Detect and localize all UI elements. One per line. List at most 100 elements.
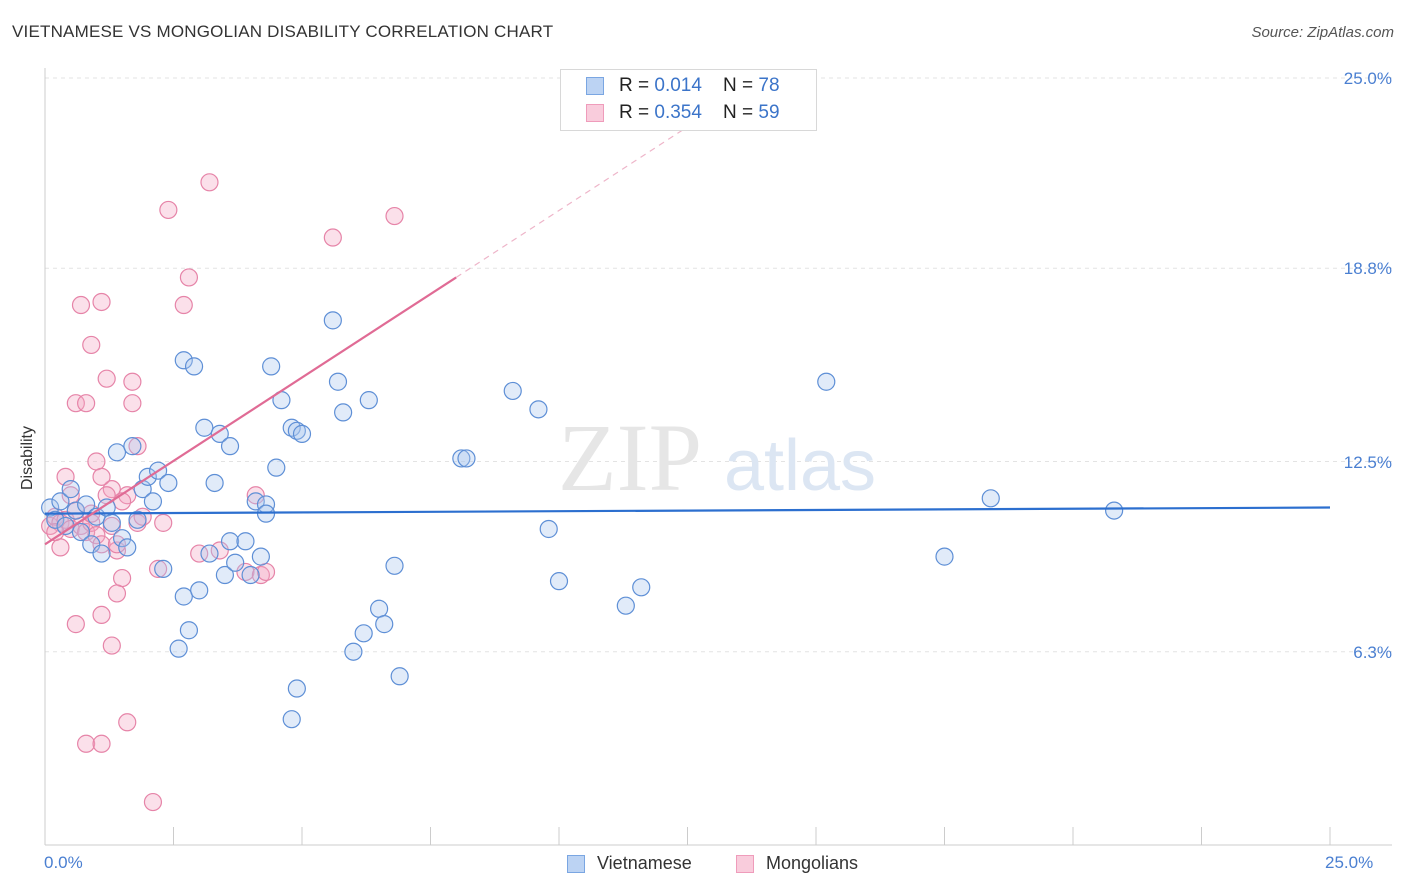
data-point xyxy=(267,458,286,477)
data-point xyxy=(457,449,476,468)
data-point xyxy=(92,535,111,554)
data-point xyxy=(287,421,306,440)
data-point xyxy=(51,538,70,557)
watermark-atlas: atlas xyxy=(724,426,876,506)
data-point xyxy=(71,522,91,542)
data-point xyxy=(241,565,260,585)
data-point xyxy=(190,544,209,563)
data-point xyxy=(71,295,91,315)
data-point xyxy=(123,437,142,456)
data-point xyxy=(226,553,245,572)
chart-title: VIETNAMESE VS MONGOLIAN DISABILITY CORRE… xyxy=(12,22,554,41)
data-point xyxy=(92,544,111,563)
legend-r-value: 0.354 xyxy=(654,102,702,123)
trend-line-vietnamese xyxy=(44,506,1331,515)
data-point xyxy=(334,403,353,422)
data-point xyxy=(123,394,142,413)
data-point xyxy=(205,473,224,493)
y-tick-label: 12.5% xyxy=(1343,452,1392,472)
data-point xyxy=(246,492,265,511)
data-point xyxy=(292,424,312,443)
data-point xyxy=(66,501,85,520)
data-point xyxy=(195,418,214,437)
data-point xyxy=(256,562,276,582)
legend-item-mongolians: Mongolians xyxy=(736,853,858,874)
data-point xyxy=(375,615,394,634)
x-tick-label: 0.0% xyxy=(44,853,83,872)
legend-n-value: 59 xyxy=(758,102,780,123)
data-point xyxy=(87,526,106,545)
data-point xyxy=(61,480,80,499)
data-point xyxy=(359,391,378,410)
legend-n-label: N = xyxy=(723,102,759,123)
data-point xyxy=(97,369,116,388)
data-point xyxy=(179,268,199,287)
legend-r-label: R = xyxy=(619,102,655,123)
data-point xyxy=(370,599,389,618)
data-point xyxy=(143,492,163,511)
data-point xyxy=(77,394,96,413)
legend-swatch-pink xyxy=(736,854,754,873)
data-point xyxy=(215,565,234,585)
data-point xyxy=(92,605,111,625)
data-point xyxy=(154,559,173,578)
data-point xyxy=(236,562,255,582)
watermark-zip: ZIP xyxy=(558,404,702,511)
data-point xyxy=(935,547,954,566)
data-point xyxy=(354,624,373,643)
data-point xyxy=(503,381,522,401)
y-tick-label: 6.3% xyxy=(1353,642,1392,662)
y-tick-label: 18.8% xyxy=(1343,259,1392,279)
data-point xyxy=(616,596,635,615)
data-point xyxy=(220,437,240,456)
data-point xyxy=(159,200,178,220)
data-point xyxy=(118,538,137,557)
legend-n-value: 78 xyxy=(758,75,780,96)
data-point xyxy=(148,559,168,578)
data-point xyxy=(56,510,75,529)
data-point xyxy=(549,572,569,591)
legend-swatch-blue xyxy=(586,77,604,95)
data-point xyxy=(390,667,409,686)
legend-item-vietnamese: Vietnamese xyxy=(567,853,692,874)
watermark: ZIP atlas xyxy=(558,404,876,511)
correlation-legend: R = 0.014 N = 78 R = 0.354 N = 59 xyxy=(560,69,817,131)
data-point xyxy=(251,565,270,585)
data-point xyxy=(92,734,111,753)
data-point xyxy=(87,452,106,471)
data-point xyxy=(287,679,306,698)
data-point xyxy=(981,489,1000,508)
data-point xyxy=(77,734,96,753)
data-point xyxy=(323,228,342,247)
data-point xyxy=(92,292,111,312)
trend-line-mongolians xyxy=(44,276,457,546)
legend-label-mongolians: Mongolians xyxy=(766,853,859,873)
data-point xyxy=(210,424,229,443)
data-point xyxy=(385,556,404,575)
data-point xyxy=(529,400,548,419)
data-point xyxy=(174,587,193,606)
data-point xyxy=(102,513,121,532)
data-point xyxy=(344,642,363,661)
data-point xyxy=(452,449,471,468)
data-point xyxy=(174,295,193,315)
data-point xyxy=(66,615,85,634)
data-point xyxy=(51,492,70,511)
legend-r-value: 0.014 xyxy=(654,75,702,96)
data-point xyxy=(1105,501,1124,520)
data-point xyxy=(46,510,65,529)
series-legend: Vietnamese Mongolians xyxy=(0,853,1406,877)
x-tick-label: 25.0% xyxy=(1325,853,1374,872)
data-point xyxy=(128,510,147,529)
data-point xyxy=(385,206,404,226)
data-point xyxy=(282,418,301,437)
data-point xyxy=(128,437,147,456)
data-point xyxy=(184,357,204,376)
trend-line-mongolians-extension xyxy=(455,92,740,278)
data-point xyxy=(169,639,188,658)
data-point xyxy=(200,544,219,563)
data-point xyxy=(66,394,85,413)
data-point xyxy=(112,568,132,588)
data-point xyxy=(817,372,836,391)
